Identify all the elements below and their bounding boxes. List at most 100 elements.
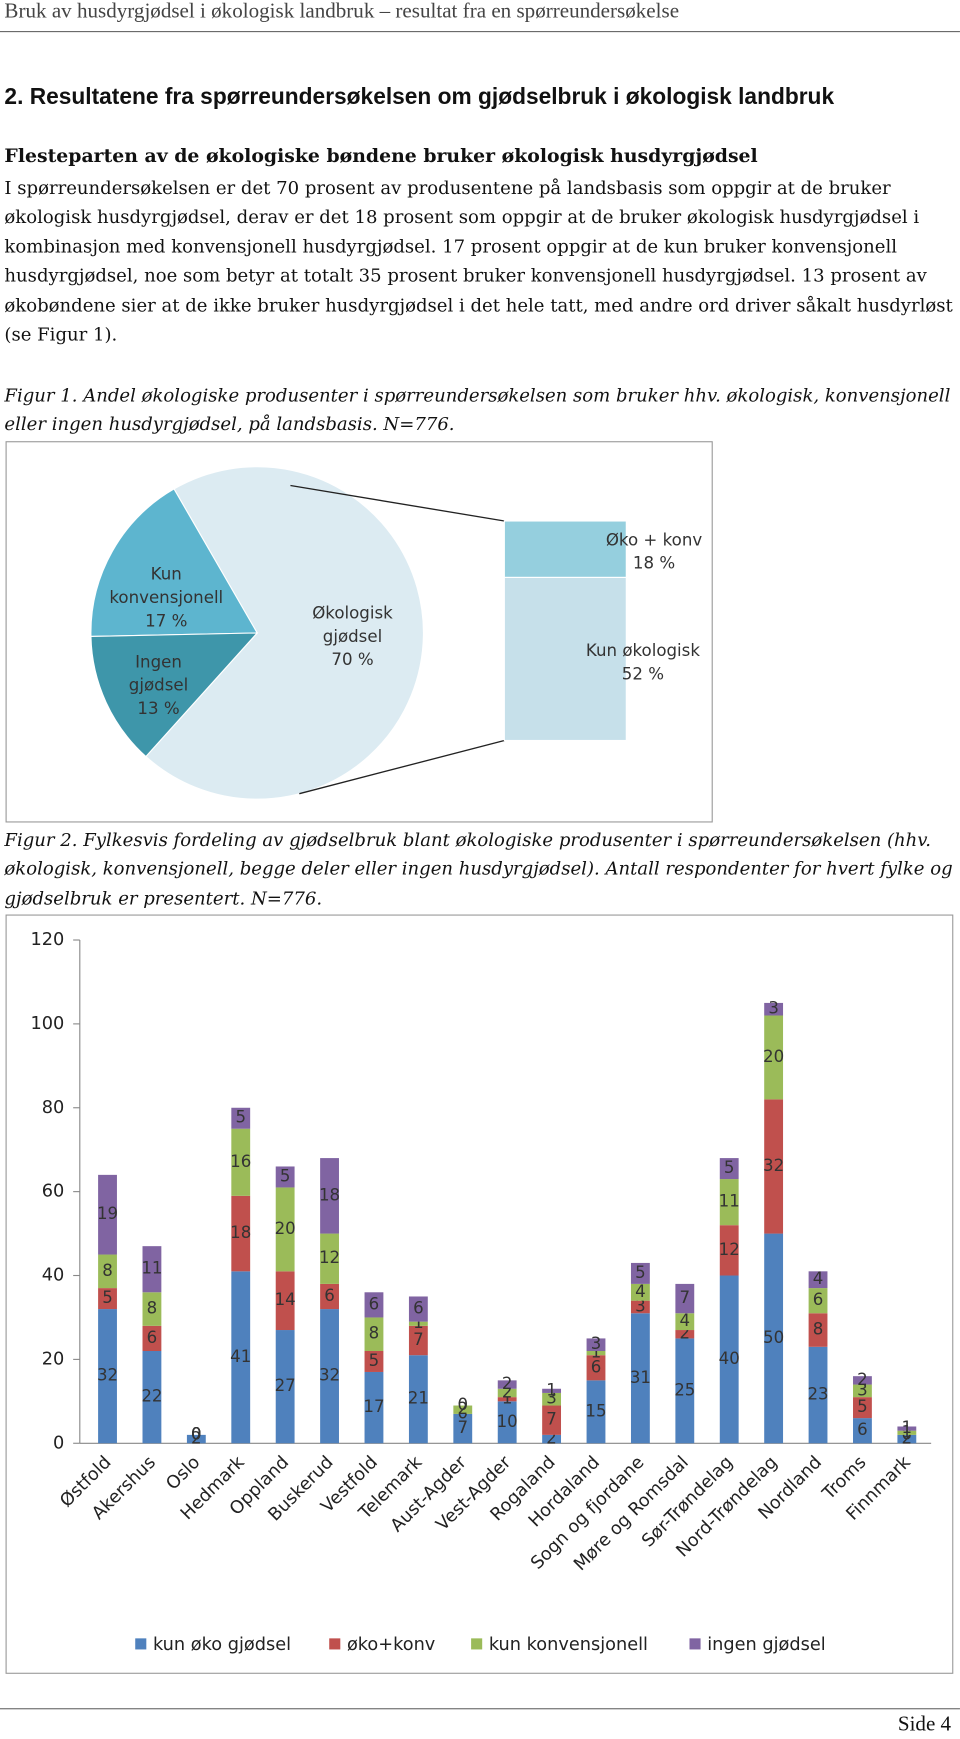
data-label: 8 — [102, 1261, 113, 1280]
bar-segment — [630, 1283, 650, 1301]
data-label: 8 — [369, 1324, 380, 1343]
bar-segment — [808, 1346, 828, 1444]
data-label: 2 — [502, 1374, 513, 1393]
bar-segment — [630, 1262, 650, 1284]
bar-segment — [142, 1325, 162, 1352]
data-label: 1 — [902, 1422, 913, 1441]
data-label: 40 — [719, 1349, 740, 1368]
data-label: 2 — [191, 1429, 202, 1448]
legend-label: ingen gjødsel — [707, 1635, 825, 1655]
data-label: 5 — [235, 1108, 246, 1127]
figure-caption: Figur 2. Fylkesvis fordeling av gjødselb… — [4, 829, 953, 909]
data-label: 0 — [457, 1395, 468, 1414]
bar-segment — [764, 1233, 784, 1444]
bar-segment — [142, 1246, 162, 1293]
bar-segment — [542, 1434, 562, 1444]
bar-segment — [853, 1376, 872, 1385]
segment-value-label: 18 % — [632, 553, 676, 574]
slice-value-label: 70 % — [331, 649, 374, 670]
bar-segment — [320, 1309, 339, 1444]
header-title: Bruk av husdyrgjødsel i økologisk landbr… — [4, 0, 680, 24]
data-label: 8 — [813, 1320, 824, 1339]
pie-slice — [90, 632, 259, 758]
data-label: 27 — [275, 1376, 296, 1395]
data-label: 31 — [630, 1368, 651, 1387]
bar-segment — [586, 1380, 606, 1444]
bar-segment — [98, 1174, 117, 1255]
bar-segment — [320, 1233, 339, 1284]
data-label: 21 — [408, 1389, 429, 1408]
data-label: 2 — [457, 1399, 468, 1418]
bar-segment — [719, 1179, 739, 1226]
bar-segment — [320, 1158, 339, 1234]
data-label: 6 — [324, 1286, 335, 1305]
legend-label: øko+konv — [347, 1635, 435, 1655]
data-label: 2 — [502, 1382, 513, 1401]
bar-segment — [497, 1380, 517, 1389]
slice-label: Kun konvensjonell — [109, 564, 224, 608]
slice-label: Økologisk gjødsel — [312, 603, 393, 647]
y-tick-label: 60 — [42, 1182, 65, 1202]
section-heading: 2. Resultatene fra spørreundersøkelsen o… — [4, 84, 835, 110]
header-rule — [0, 31, 960, 33]
bar-segment — [764, 1099, 784, 1234]
bar-segment — [675, 1338, 695, 1444]
data-label: 14 — [275, 1290, 296, 1309]
data-label: 0 — [191, 1424, 202, 1443]
bar-segment — [630, 1300, 650, 1314]
bar-segment — [275, 1271, 295, 1331]
legend-label: kun konvensjonell — [489, 1635, 648, 1655]
data-label: 20 — [763, 1047, 784, 1066]
footer-rule — [0, 1708, 960, 1710]
data-label: 7 — [413, 1330, 424, 1349]
connector — [290, 484, 505, 522]
legend-label: kun øko gjødsel — [153, 1635, 291, 1655]
legend-swatch — [135, 1638, 147, 1650]
data-label: 4 — [635, 1282, 646, 1301]
bar-segment — [98, 1254, 117, 1289]
y-tick-label: 100 — [30, 1014, 64, 1034]
breakdown-segment — [503, 520, 627, 578]
y-tick-label: 40 — [42, 1266, 65, 1286]
bar-segment — [231, 1107, 251, 1129]
bar-segment — [897, 1426, 917, 1431]
data-label: 3 — [635, 1296, 646, 1315]
data-label: 2 — [680, 1324, 691, 1343]
data-label: 5 — [857, 1397, 868, 1416]
bar-segment — [231, 1195, 251, 1272]
data-label: 32 — [319, 1366, 340, 1385]
data-label: 6 — [591, 1357, 602, 1376]
legend-swatch — [689, 1638, 701, 1650]
bar-segment — [364, 1292, 384, 1318]
bar-segment — [142, 1292, 162, 1326]
data-label: 32 — [763, 1156, 784, 1175]
bar-segment — [808, 1313, 828, 1347]
bar-segment — [186, 1434, 206, 1444]
bar-segment — [853, 1418, 872, 1444]
bar-segment — [853, 1397, 872, 1419]
bar-segment — [586, 1338, 606, 1352]
bar-segment — [275, 1166, 295, 1188]
data-label: 11 — [141, 1259, 162, 1278]
bar-segment — [675, 1283, 695, 1314]
page-number: Side 4 — [897, 1712, 952, 1736]
pie-slice — [145, 466, 424, 800]
data-label: 16 — [230, 1152, 251, 1171]
data-label: 32 — [97, 1366, 118, 1385]
data-label: 3 — [857, 1380, 868, 1399]
data-label: 25 — [674, 1380, 695, 1399]
bar-segment — [853, 1384, 872, 1398]
bar-segment — [586, 1355, 606, 1381]
bar-segment — [542, 1392, 562, 1406]
bar-segment — [897, 1430, 917, 1435]
bar-segment — [231, 1128, 251, 1196]
bar-segment — [675, 1330, 695, 1339]
data-label: 7 — [546, 1410, 557, 1429]
data-label: 7 — [457, 1418, 468, 1437]
bar-segment — [408, 1355, 428, 1444]
bar-segment — [764, 1002, 784, 1016]
data-label: 5 — [635, 1263, 646, 1282]
data-label: 50 — [763, 1328, 784, 1347]
